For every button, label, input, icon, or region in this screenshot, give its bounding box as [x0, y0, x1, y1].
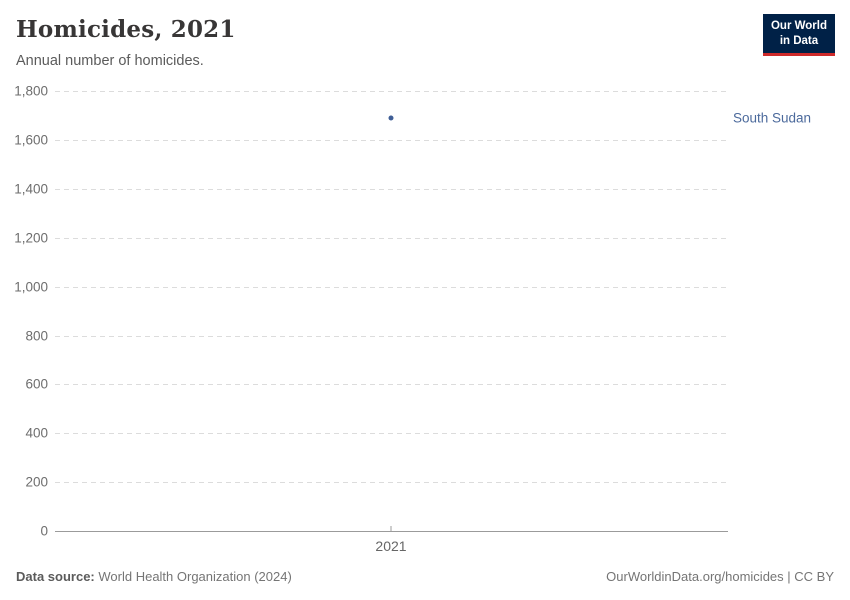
entity-label-south-sudan[interactable]: South Sudan: [733, 110, 812, 126]
gridline: [55, 433, 728, 434]
y-tick-label: 600: [25, 376, 48, 392]
gridline: [55, 238, 728, 239]
gridline: [55, 140, 728, 141]
y-tick-label: 0: [40, 523, 48, 539]
data-source-label: Data source:: [16, 569, 95, 584]
chart-footer: Data source: World Health Organization (…: [16, 569, 834, 584]
y-tick-label: 800: [25, 328, 48, 344]
x-tick-mark: [390, 526, 392, 531]
y-tick-label: 200: [25, 474, 48, 490]
owid-logo[interactable]: Our World in Data: [762, 14, 835, 56]
gridline: [55, 91, 728, 92]
y-tick-label: 1,800: [14, 83, 48, 99]
x-tick-label: 2021: [375, 538, 407, 554]
page-title: Homicides, 2021: [16, 16, 236, 43]
chart-subtitle: Annual number of homicides.: [16, 53, 204, 69]
owid-logo-line1: Our World: [770, 20, 827, 32]
gridline: [55, 287, 728, 288]
gridline: [55, 189, 728, 190]
data-source: Data source: World Health Organization (…: [16, 569, 292, 584]
y-tick-label: 1,600: [14, 132, 48, 148]
attribution-link[interactable]: OurWorldinData.org/homicides | CC BY: [606, 569, 834, 584]
gridline: [55, 384, 728, 385]
gridline: [55, 482, 728, 483]
y-tick-label: 1,400: [14, 181, 48, 197]
axis-line: [55, 531, 728, 532]
owid-logo-line2: in Data: [779, 34, 819, 47]
data-source-value: World Health Organization (2024): [98, 569, 292, 584]
y-tick-label: 1,200: [14, 230, 48, 246]
y-tick-label: 400: [25, 425, 48, 441]
data-point-south-sudan-2021[interactable]: [388, 115, 394, 121]
gridline: [55, 336, 728, 337]
y-tick-label: 1,000: [14, 279, 48, 295]
